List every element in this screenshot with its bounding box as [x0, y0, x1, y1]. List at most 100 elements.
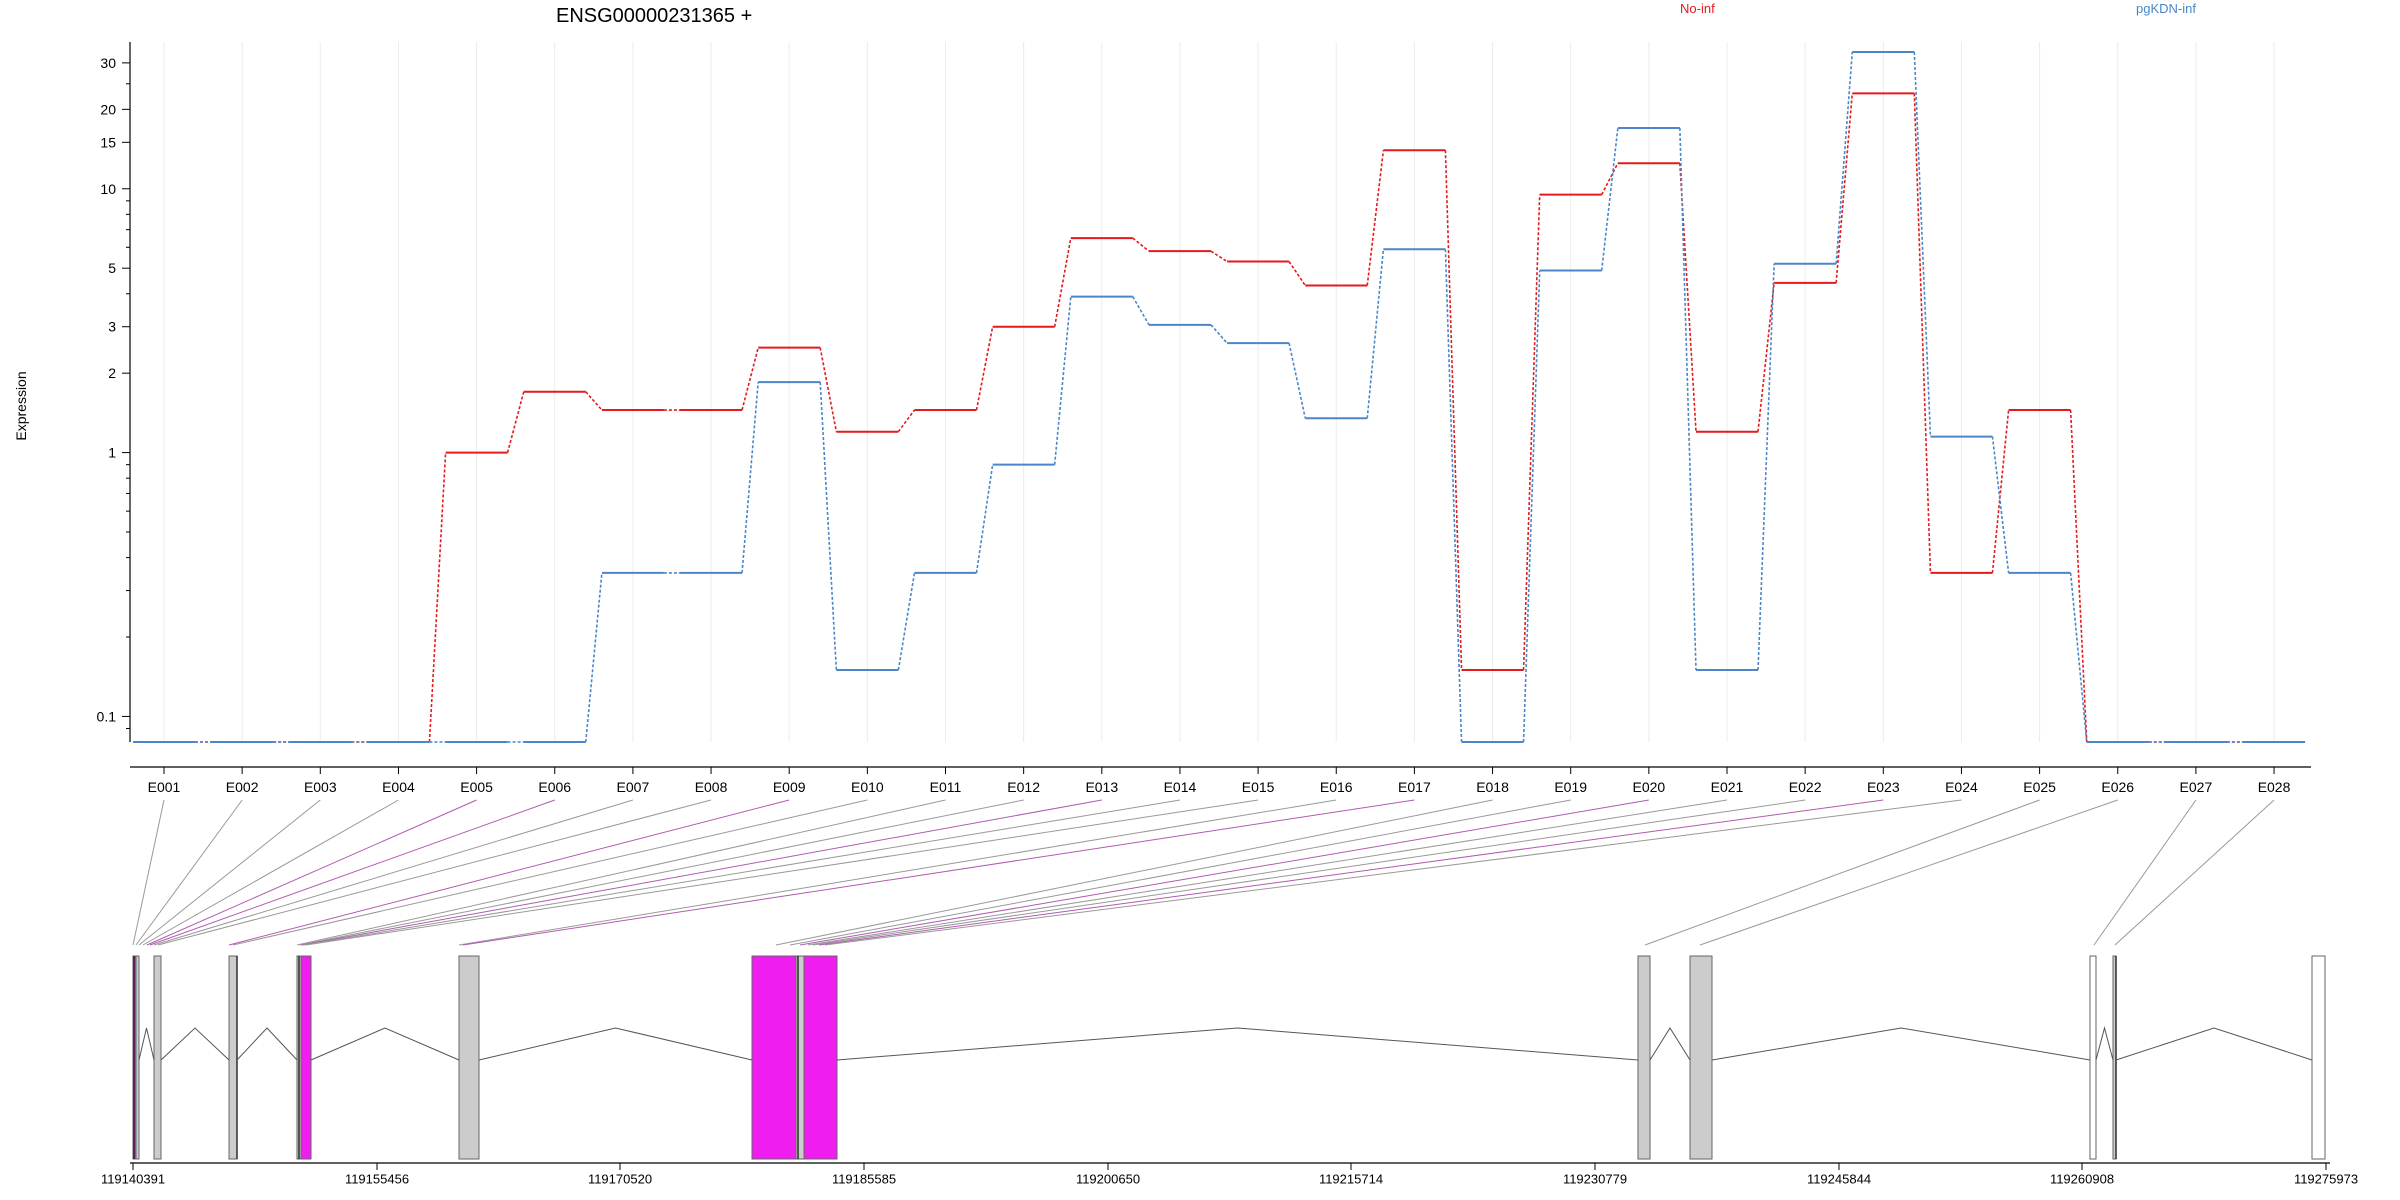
- connector-e001: [132, 799, 165, 946]
- connector-e006: [149, 799, 555, 946]
- exon-connectors: [132, 799, 2275, 946]
- intron-line: [836, 1027, 1639, 1061]
- series-connector: [1210, 324, 1228, 344]
- intron-line: [2095, 1026, 2114, 1061]
- exon-block: [1637, 955, 1651, 1160]
- genomic-tick-label: 119185585: [832, 1172, 896, 1187]
- connector-e019: [789, 799, 1571, 946]
- series-connector: [897, 572, 916, 671]
- x-tick-label-e012: E012: [1007, 779, 1040, 795]
- genomic-tick-label: 119245844: [1807, 1172, 1871, 1187]
- series-connector: [1288, 261, 1306, 286]
- y-ticks: 0.1 1 2 3 5 10 15 20 30: [97, 55, 130, 730]
- connector-e004: [142, 799, 399, 946]
- series-connector: [1913, 51, 1932, 437]
- y-tick-label: 10: [100, 181, 116, 197]
- genomic-tick-label: 119230779: [1563, 1172, 1627, 1187]
- legend-no-inf: No-inf: [1680, 1, 1715, 16]
- intron-line: [138, 1027, 155, 1061]
- genomic-tick-label: 119260908: [2050, 1172, 2114, 1187]
- genomic-tick-label: 119140391: [101, 1172, 165, 1187]
- genomic-tick-label: 119275973: [2294, 1172, 2358, 1187]
- intron-line: [236, 1027, 298, 1061]
- exon-block: [795, 955, 805, 1160]
- exon-block: [751, 955, 797, 1160]
- series-connector: [1444, 150, 1463, 670]
- series-no-inf: [133, 92, 2306, 743]
- genomic-tick-label: 119200650: [1076, 1172, 1140, 1187]
- x-tick-label-e008: E008: [695, 779, 728, 795]
- x-tick-label-e027: E027: [2180, 779, 2213, 795]
- connector-e016: [458, 799, 1337, 946]
- series-connector: [1132, 296, 1150, 326]
- x-tick-label-e022: E022: [1789, 779, 1822, 795]
- x-tick-label-e014: E014: [1164, 779, 1197, 795]
- connector-e026: [1699, 799, 2118, 946]
- series-connector: [741, 382, 759, 573]
- series-connector: [1913, 93, 1932, 573]
- series-connector: [585, 391, 603, 411]
- vertical-gridlines: [163, 42, 2275, 742]
- intron-line: [1649, 1027, 1691, 1061]
- series-connector: [819, 347, 838, 432]
- x-tick-label-e026: E026: [2101, 779, 2134, 795]
- exon-block: [2089, 955, 2097, 1160]
- series-connector: [975, 326, 994, 411]
- y-tick-label: 0.1: [97, 708, 117, 724]
- chart-title: ENSG00000231365 +: [556, 5, 752, 27]
- y-tick-label: 3: [108, 319, 116, 335]
- x-tick-label-e024: E024: [1945, 779, 1978, 795]
- x-tick-label-e005: E005: [460, 779, 493, 795]
- genomic-tick-label: 119155456: [345, 1172, 409, 1187]
- series-connector: [1053, 296, 1072, 465]
- connector-e024: [824, 799, 1962, 946]
- x-tick-label-e004: E004: [382, 779, 415, 795]
- connector-e003: [138, 799, 321, 946]
- connector-e017: [462, 799, 1415, 946]
- series-connector: [1991, 436, 2010, 573]
- connector-e025: [1644, 799, 2040, 946]
- connector-e009: [228, 799, 790, 946]
- series-connector: [975, 464, 994, 574]
- x-tick-label-e015: E015: [1242, 779, 1275, 795]
- x-tick-label-e021: E021: [1711, 779, 1744, 795]
- series-connector: [897, 409, 916, 433]
- series-connector: [1366, 249, 1385, 419]
- exon-block: [458, 955, 480, 1160]
- y-tick-label: 2: [108, 365, 116, 381]
- x-tick-label-e016: E016: [1320, 779, 1353, 795]
- legend-pgkdn-inf: pgKDN-inf: [2136, 1, 2196, 16]
- x-tick-label-e028: E028: [2258, 779, 2291, 795]
- connector-e013: [301, 799, 1102, 946]
- x-ticks: E001 E002 E003 E004 E005 E006 E007 E008 E009 E010…: [148, 767, 2291, 795]
- x-tick-label-e025: E025: [2023, 779, 2056, 795]
- series-connector: [1600, 127, 1619, 271]
- series-connector: [584, 572, 603, 743]
- series-connector: [1288, 342, 1307, 419]
- connector-e020: [799, 799, 1649, 946]
- connector-e014: [303, 799, 1181, 946]
- exon-block: [2311, 955, 2326, 1160]
- connector-e002: [135, 799, 243, 946]
- series-pgkdn-inf: [133, 50, 2306, 743]
- series: [133, 50, 2306, 743]
- series-connector: [2069, 572, 2088, 743]
- connector-e018: [775, 799, 1493, 946]
- connector-e015: [305, 799, 1259, 946]
- series-connector: [1679, 127, 1697, 670]
- series-connector: [1210, 250, 1228, 263]
- x-tick-label-e006: E006: [538, 779, 571, 795]
- series-connector: [741, 347, 759, 411]
- exon-block: [228, 955, 238, 1160]
- series-connector: [819, 382, 838, 671]
- x-tick-label-e013: E013: [1085, 779, 1118, 795]
- series-connector: [506, 391, 525, 453]
- exon-block: [135, 955, 140, 1160]
- connector-e021: [807, 799, 1728, 946]
- genomic-axis: 119140391 119155456 119170520 119185585 1192…: [101, 1162, 2358, 1187]
- intron-line: [1711, 1027, 2091, 1061]
- intron-line: [2115, 1027, 2313, 1061]
- x-tick-label-e010: E010: [851, 779, 884, 795]
- intron-line: [160, 1027, 230, 1061]
